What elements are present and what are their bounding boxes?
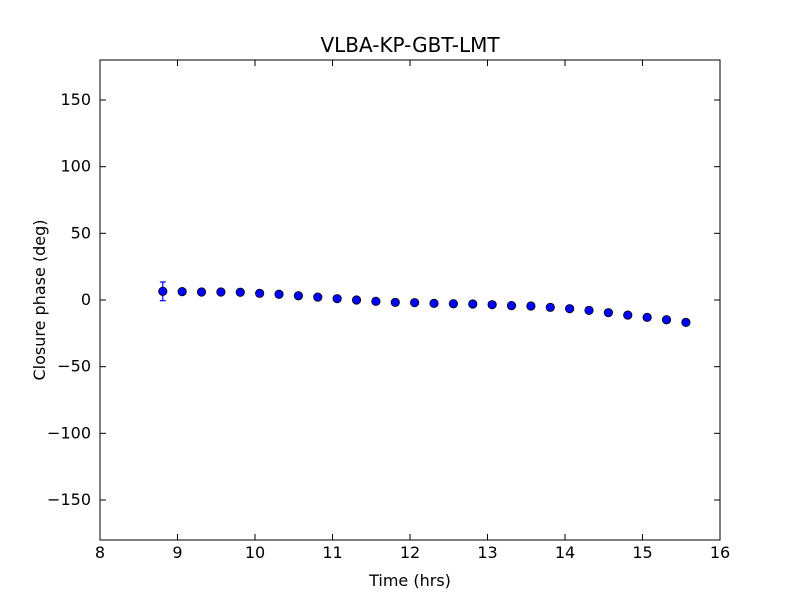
data-point bbox=[468, 299, 478, 309]
data-point bbox=[196, 287, 207, 297]
y-tick-label: −100 bbox=[47, 423, 91, 442]
data-point bbox=[584, 305, 594, 315]
x-tick-label: 15 bbox=[632, 543, 652, 562]
x-tick-label: 10 bbox=[245, 543, 265, 562]
data-point bbox=[526, 301, 536, 311]
data-point bbox=[545, 302, 555, 312]
plot-dynamic-layer: 8 9 10 11 12 13 14 15 16 −150 −100 −50 0 50 100 150 bbox=[47, 59, 730, 562]
data-point bbox=[487, 300, 497, 310]
data-point bbox=[448, 299, 458, 309]
data-point bbox=[410, 298, 420, 308]
y-tick-label: 0 bbox=[81, 290, 91, 309]
x-tick-label: 12 bbox=[400, 543, 420, 562]
data-point bbox=[274, 289, 284, 299]
data-point bbox=[623, 310, 633, 320]
data-point bbox=[293, 291, 303, 301]
plot-frame bbox=[99, 59, 721, 541]
data-point bbox=[603, 308, 614, 318]
x-axis-label: Time (hrs) bbox=[368, 571, 451, 590]
data-point bbox=[313, 292, 323, 302]
x-tick-label: 14 bbox=[555, 543, 575, 562]
data-point bbox=[332, 294, 342, 304]
y-tick-label: 50 bbox=[71, 223, 91, 242]
chart-title: VLBA-KP-GBT-LMT bbox=[320, 33, 500, 57]
y-tick-label: 100 bbox=[60, 157, 91, 176]
data-point bbox=[565, 304, 575, 314]
data-point bbox=[158, 286, 168, 296]
data-point bbox=[506, 300, 517, 311]
x-tick-label: 16 bbox=[710, 543, 730, 562]
y-tick-label: −150 bbox=[47, 490, 91, 509]
data-point bbox=[661, 315, 672, 325]
x-tick-label: 9 bbox=[172, 543, 182, 562]
y-tick-label: 150 bbox=[60, 90, 91, 109]
data-point bbox=[235, 287, 245, 297]
data-point bbox=[390, 297, 400, 307]
data-point bbox=[681, 317, 691, 327]
data-point bbox=[216, 287, 226, 297]
data-point bbox=[351, 295, 362, 305]
y-tick-label: −50 bbox=[57, 357, 91, 376]
y-axis-label: Closure phase (deg) bbox=[30, 219, 49, 380]
data-point bbox=[255, 288, 265, 298]
data-point bbox=[429, 298, 439, 308]
data-point bbox=[371, 296, 381, 306]
data-point bbox=[642, 312, 652, 322]
data-point bbox=[177, 286, 187, 297]
x-tick-label: 13 bbox=[477, 543, 497, 562]
x-tick-label: 11 bbox=[322, 543, 342, 562]
x-tick-label: 8 bbox=[95, 543, 105, 562]
